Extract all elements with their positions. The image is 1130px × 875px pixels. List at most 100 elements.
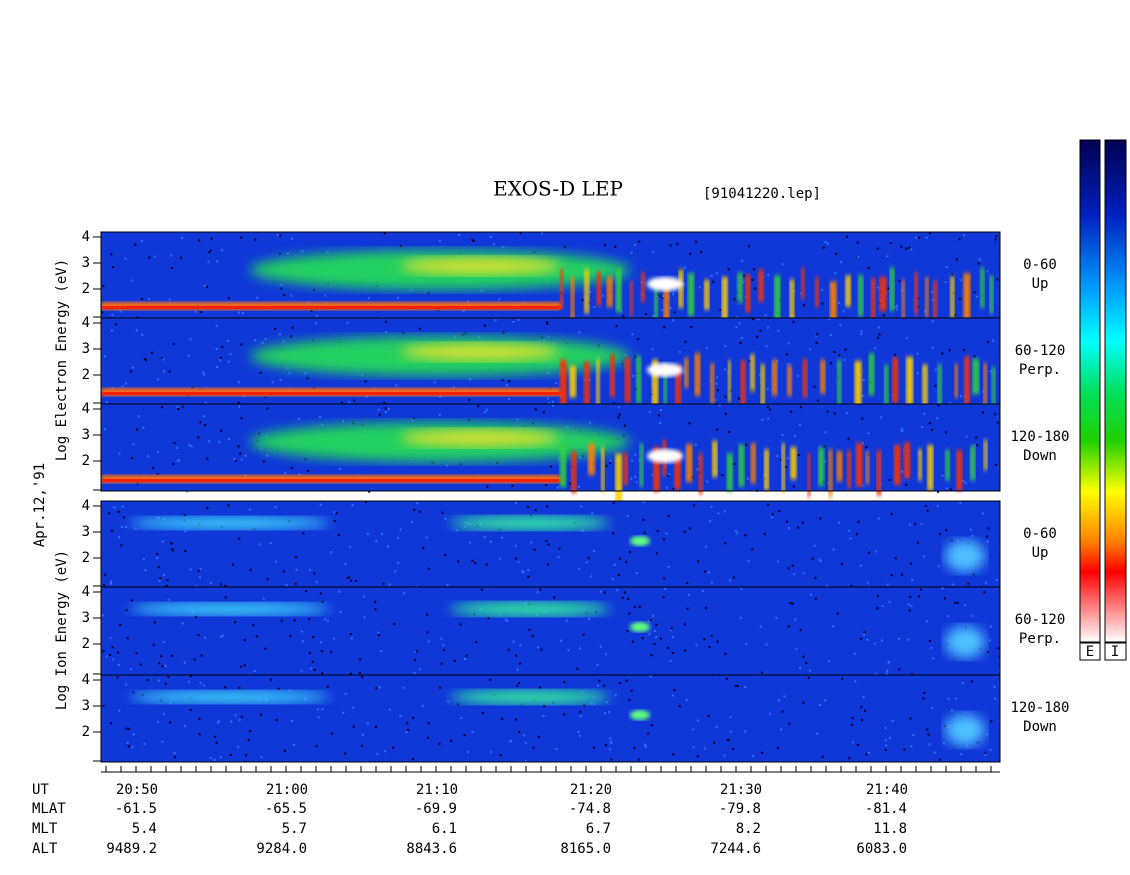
- blob: [945, 714, 985, 746]
- noise: [630, 689, 633, 692]
- noise: [346, 321, 349, 324]
- stripe: [865, 451, 870, 485]
- noise: [910, 562, 913, 565]
- noise: [229, 353, 232, 356]
- noise: [288, 372, 291, 375]
- noise: [593, 550, 596, 553]
- noise: [501, 717, 504, 720]
- noise: [172, 342, 175, 345]
- noise: [739, 341, 742, 344]
- noise: [596, 684, 599, 687]
- noise: [751, 548, 754, 551]
- noise: [653, 629, 656, 632]
- stripe: [596, 271, 602, 306]
- noise: [527, 569, 530, 572]
- noise: [545, 321, 548, 324]
- noise: [118, 709, 121, 712]
- noise: [593, 702, 596, 705]
- noise: [468, 378, 471, 381]
- noise: [366, 532, 369, 535]
- noise: [609, 741, 612, 744]
- noise: [304, 372, 307, 375]
- noise: [813, 385, 816, 388]
- noise: [176, 459, 179, 462]
- noise: [484, 411, 487, 414]
- row-value: 8843.6: [406, 841, 457, 857]
- noise: [481, 711, 484, 714]
- noise: [612, 402, 615, 405]
- noise: [258, 432, 261, 435]
- noise: [878, 333, 881, 336]
- noise: [908, 609, 911, 612]
- noise: [887, 661, 890, 664]
- stripe: [636, 355, 642, 404]
- noise: [652, 251, 655, 254]
- noise: [631, 333, 634, 336]
- noise: [647, 620, 650, 623]
- blob: [647, 363, 683, 377]
- noise: [547, 336, 550, 339]
- noise: [965, 435, 968, 438]
- noise: [787, 567, 790, 570]
- stripe: [721, 276, 728, 324]
- noise: [558, 547, 561, 550]
- noise: [298, 473, 301, 476]
- noise: [659, 637, 662, 640]
- stripe: [651, 359, 659, 408]
- date: Apr.12,'91: [32, 463, 48, 547]
- noise: [172, 463, 175, 466]
- noise: [464, 658, 467, 661]
- stripe: [950, 276, 955, 319]
- noise: [156, 556, 159, 559]
- spectrogram-texture: [102, 587, 1000, 677]
- noise: [468, 541, 471, 544]
- noise: [754, 287, 757, 290]
- noise: [939, 758, 942, 761]
- noise: [752, 754, 755, 757]
- noise: [984, 752, 987, 755]
- noise: [849, 537, 852, 540]
- noise: [859, 564, 862, 567]
- noise: [112, 658, 115, 661]
- noise: [969, 528, 972, 531]
- stripe: [846, 450, 852, 489]
- noise: [312, 386, 315, 389]
- y-tick-label: 2: [82, 367, 90, 383]
- noise: [996, 278, 999, 281]
- noise: [975, 295, 978, 298]
- noise: [635, 572, 638, 575]
- noise: [198, 239, 201, 242]
- noise: [358, 671, 361, 674]
- noise: [170, 254, 173, 257]
- noise: [253, 670, 256, 673]
- row-value: 21:00: [266, 782, 308, 798]
- noise: [766, 388, 769, 391]
- noise: [896, 308, 899, 311]
- noise: [992, 339, 995, 342]
- noise: [604, 653, 607, 656]
- stripe: [801, 267, 805, 300]
- noise: [934, 368, 937, 371]
- noise: [701, 589, 704, 592]
- noise: [822, 246, 825, 249]
- noise: [833, 350, 836, 353]
- noise: [238, 537, 241, 540]
- noise: [324, 294, 327, 297]
- noise: [178, 459, 181, 462]
- noise: [617, 416, 620, 419]
- noise: [444, 517, 447, 520]
- noise: [710, 581, 713, 584]
- noise: [353, 399, 356, 402]
- noise: [169, 721, 172, 724]
- noise: [805, 662, 808, 665]
- noise: [276, 234, 279, 237]
- noise: [362, 595, 365, 598]
- noise: [361, 374, 364, 377]
- noise: [164, 682, 167, 685]
- noise: [547, 397, 550, 400]
- noise: [618, 682, 621, 685]
- noise: [264, 647, 267, 650]
- noise: [137, 415, 140, 418]
- stripe: [889, 267, 895, 312]
- noise: [867, 751, 870, 754]
